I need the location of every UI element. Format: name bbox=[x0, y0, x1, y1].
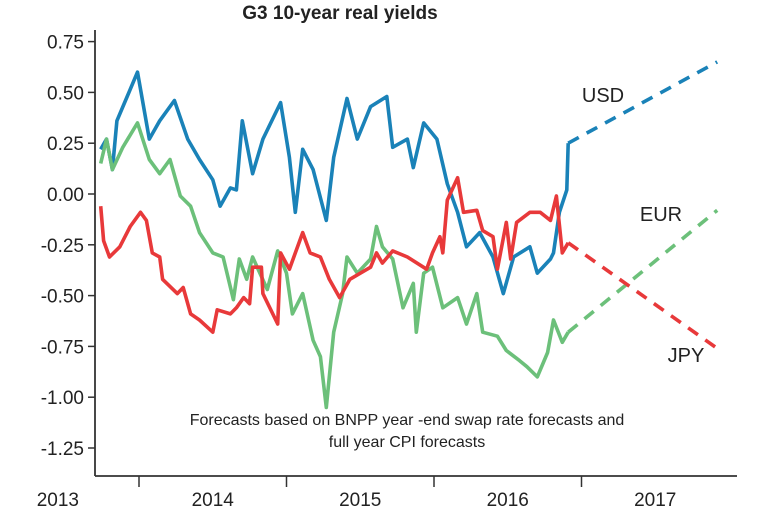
series-labels: USD EUR JPY bbox=[582, 85, 704, 367]
annotation-line-2: full year CPI forecasts bbox=[329, 434, 486, 451]
y-tick-label: -1.00 bbox=[41, 388, 84, 409]
x-tick-label: 2013 bbox=[37, 490, 79, 511]
x-axis: 2013 2014 2015 2016 2017 bbox=[37, 475, 737, 511]
y-tick-label: -0.25 bbox=[41, 236, 84, 257]
jpy-series-label: JPY bbox=[668, 345, 705, 367]
y-tick-label: 0.50 bbox=[47, 83, 84, 104]
y-tick-label: 0.25 bbox=[47, 134, 84, 155]
eur-series-line bbox=[98, 121, 570, 410]
jpy-forecast-line bbox=[567, 241, 719, 350]
usd-series-line bbox=[99, 70, 570, 296]
usd-forecast-line bbox=[567, 60, 719, 145]
x-tick-label: 2014 bbox=[192, 490, 235, 511]
y-tick-label: -0.75 bbox=[41, 337, 84, 358]
y-tick-label: -1.25 bbox=[41, 439, 84, 460]
eur-series-label: EUR bbox=[640, 204, 682, 226]
y-tick-label: 0.00 bbox=[47, 185, 84, 206]
x-tick-label: 2017 bbox=[634, 490, 676, 511]
x-tick-label: 2015 bbox=[339, 490, 381, 511]
series-lines bbox=[98, 60, 719, 410]
eur-forecast-line bbox=[567, 208, 719, 334]
y-tick-label: 0.75 bbox=[47, 33, 84, 54]
annotation-line-1: Forecasts based on BNPP year -end swap r… bbox=[190, 412, 625, 429]
y-axis: 0.75 0.50 0.25 0.00 -0.25 -0.50 -0.75 -1.00 -1.2… bbox=[41, 30, 96, 476]
usd-series-label: USD bbox=[582, 85, 624, 107]
y-tick-label: -0.50 bbox=[41, 287, 84, 308]
x-tick-label: 2016 bbox=[487, 490, 529, 511]
jpy-series-line bbox=[98, 175, 570, 335]
chart-title: G3 10-year real yields bbox=[242, 3, 437, 24]
